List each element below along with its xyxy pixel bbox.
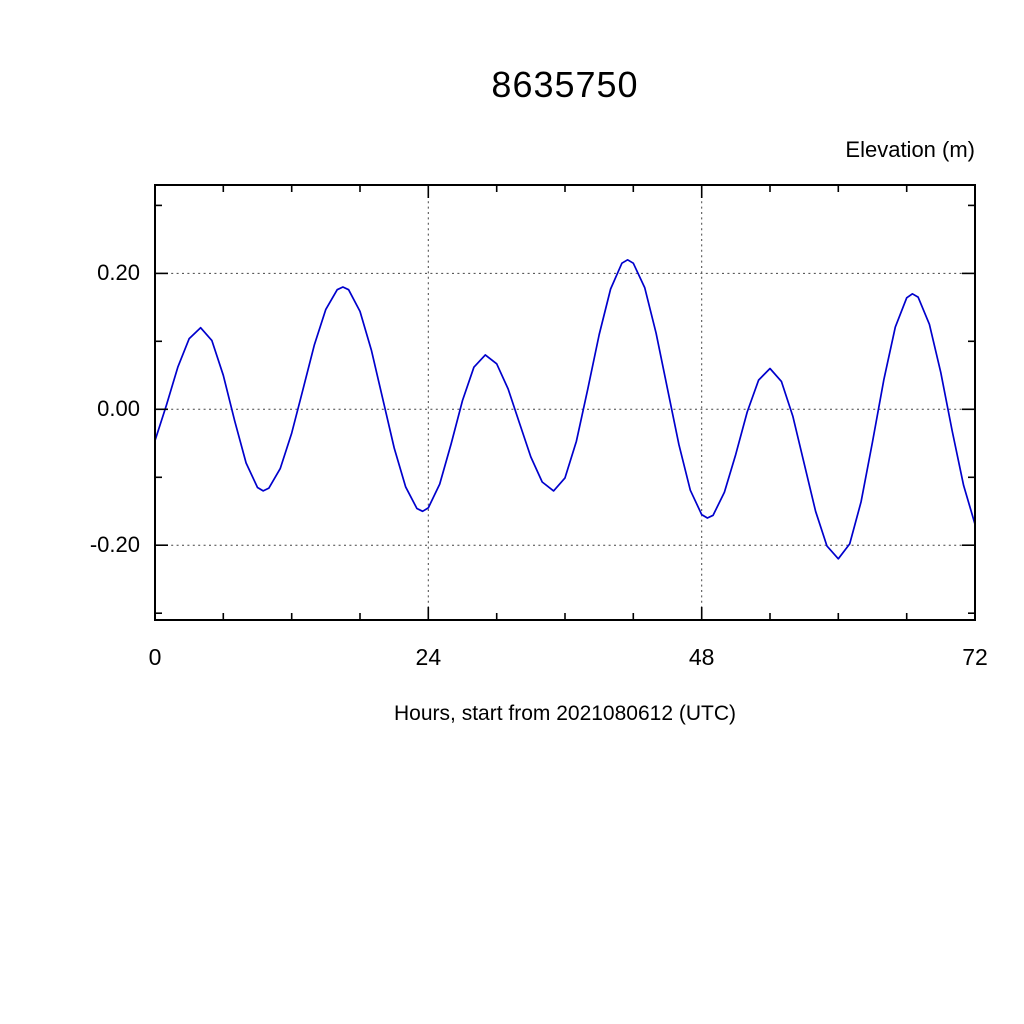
x-tick-label: 24 [415,644,442,670]
chart-title: 8635750 [491,64,639,105]
x-tick-label: 48 [688,644,715,670]
plot-frame [154,184,976,621]
y-tick-label: 0.00 [97,396,140,422]
x-tick-label: 0 [148,644,162,670]
y-axis-title: Elevation (m) [845,137,975,162]
x-axis-title: Hours, start from 2021080612 (UTC) [394,702,736,725]
elevation-line [154,258,976,560]
y-tick-label: 0.20 [97,260,140,286]
x-tick-label: 72 [962,644,988,670]
y-tick-label: -0.20 [89,532,140,558]
